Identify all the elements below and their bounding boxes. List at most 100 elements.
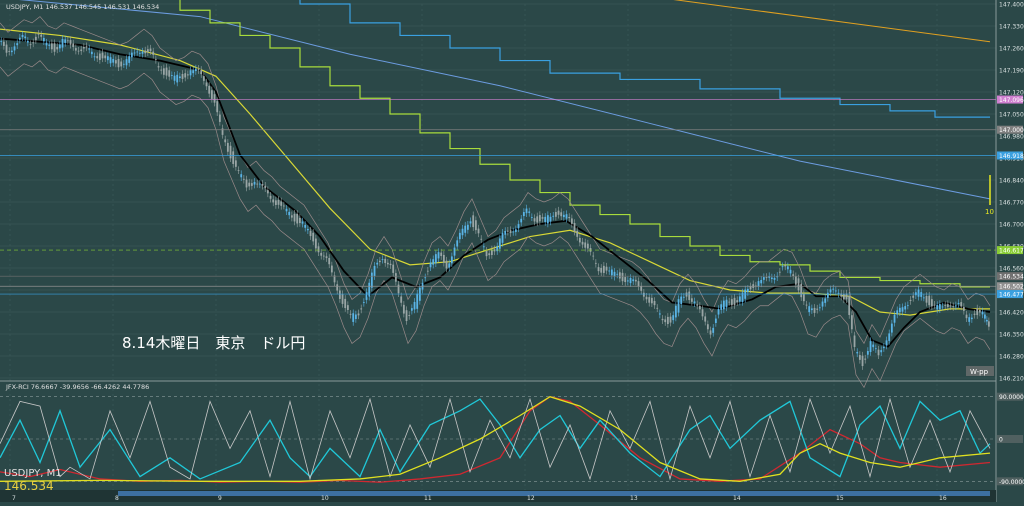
candle-body (138, 52, 141, 54)
candle-body (442, 254, 445, 263)
candle-body (290, 215, 293, 218)
time-tick-label: 8 (115, 495, 119, 502)
candle-body (597, 267, 600, 272)
candle-body (461, 228, 464, 236)
w-pp-label: W-pp (970, 368, 989, 376)
candle-body (858, 355, 861, 360)
candle-body (250, 183, 253, 186)
candle-body (362, 301, 365, 303)
candle-body (90, 51, 93, 55)
candle-body (693, 301, 696, 304)
candle-body (530, 217, 533, 219)
time-tick-label: 11 (424, 495, 432, 502)
candle-body (962, 307, 965, 311)
candle-body (264, 185, 267, 189)
candle-body (760, 279, 763, 284)
candle-body (432, 259, 435, 265)
candle-body (592, 255, 595, 257)
candle-body (304, 225, 307, 228)
candle-body (0, 41, 3, 42)
candle-body (842, 293, 845, 300)
candle-body (826, 292, 829, 298)
candle-body (365, 292, 368, 300)
candle-body (245, 179, 248, 188)
candle-body (946, 304, 949, 307)
rci-gridlines (0, 396, 996, 482)
candle-body (682, 296, 685, 298)
candle-body (162, 68, 165, 75)
candle-body (560, 212, 563, 217)
candle-body (42, 37, 45, 42)
candle-body (429, 262, 432, 268)
candle-body (594, 262, 597, 264)
candle-body (69, 40, 72, 45)
candle-body (872, 344, 875, 348)
candle-body (368, 282, 371, 297)
candle-body (672, 315, 675, 321)
candle-body (704, 316, 707, 322)
candle-body (408, 315, 411, 316)
candle-body (728, 301, 731, 303)
candle-body (58, 44, 61, 49)
rci-tick-box (997, 477, 1023, 486)
candle-body (149, 48, 152, 52)
price-tag-label: 146.502 (999, 284, 1024, 291)
candle-body (832, 288, 835, 290)
candle-body (738, 296, 741, 302)
candle-body (218, 114, 221, 122)
candle-body (29, 44, 32, 46)
candle-body (768, 276, 771, 278)
candle-body (336, 284, 339, 291)
candle-body (906, 305, 909, 307)
candle-body (98, 53, 101, 60)
candle-body (664, 319, 667, 323)
candle-body (712, 327, 715, 333)
rci-header: JFX-RCI 76.6667 -39.9656 -66.4262 44.778… (5, 383, 149, 391)
candle-body (650, 297, 653, 304)
candle-body (309, 230, 312, 237)
candle-body (789, 269, 792, 274)
candle-body (213, 94, 216, 103)
candle-body (136, 51, 139, 53)
candle-body (634, 279, 637, 282)
candle-body (554, 212, 557, 217)
candle-body (389, 263, 392, 266)
candle-body (853, 335, 856, 347)
candle-body (544, 216, 547, 223)
main-header: USDJPY, M1 146.537 146.545 146.531 146.5… (6, 3, 159, 11)
candle-body (613, 271, 616, 277)
candle-body (570, 218, 573, 224)
candle-body (200, 69, 203, 75)
candle-body (546, 215, 549, 224)
candle-body (370, 272, 373, 288)
candle-body (538, 215, 541, 222)
candle-body (226, 142, 229, 152)
candle-body (856, 352, 859, 354)
candle-body (458, 232, 461, 240)
candle-body (170, 75, 173, 76)
candle-body (40, 34, 43, 37)
candle-body (786, 266, 789, 270)
candle-body (272, 199, 275, 203)
candle-body (392, 264, 395, 273)
time-tick-label: 16 (939, 495, 947, 502)
candle-body (512, 231, 515, 233)
candle-body (10, 50, 13, 53)
rci-tick-label: -90.0000 (999, 479, 1024, 486)
candle-body (776, 275, 779, 278)
candle-body (400, 296, 403, 303)
candle-body (736, 300, 739, 303)
horizontal-scrollbar[interactable] (118, 491, 990, 496)
candle-body (373, 265, 376, 277)
time-tick-label: 7 (12, 495, 16, 502)
candle-body (376, 262, 379, 265)
candle-body (629, 277, 632, 284)
w-pp-badge (966, 366, 994, 376)
candle-body (34, 36, 37, 41)
candle-body (2, 41, 5, 46)
candle-body (186, 74, 189, 76)
candle-body (965, 314, 968, 319)
